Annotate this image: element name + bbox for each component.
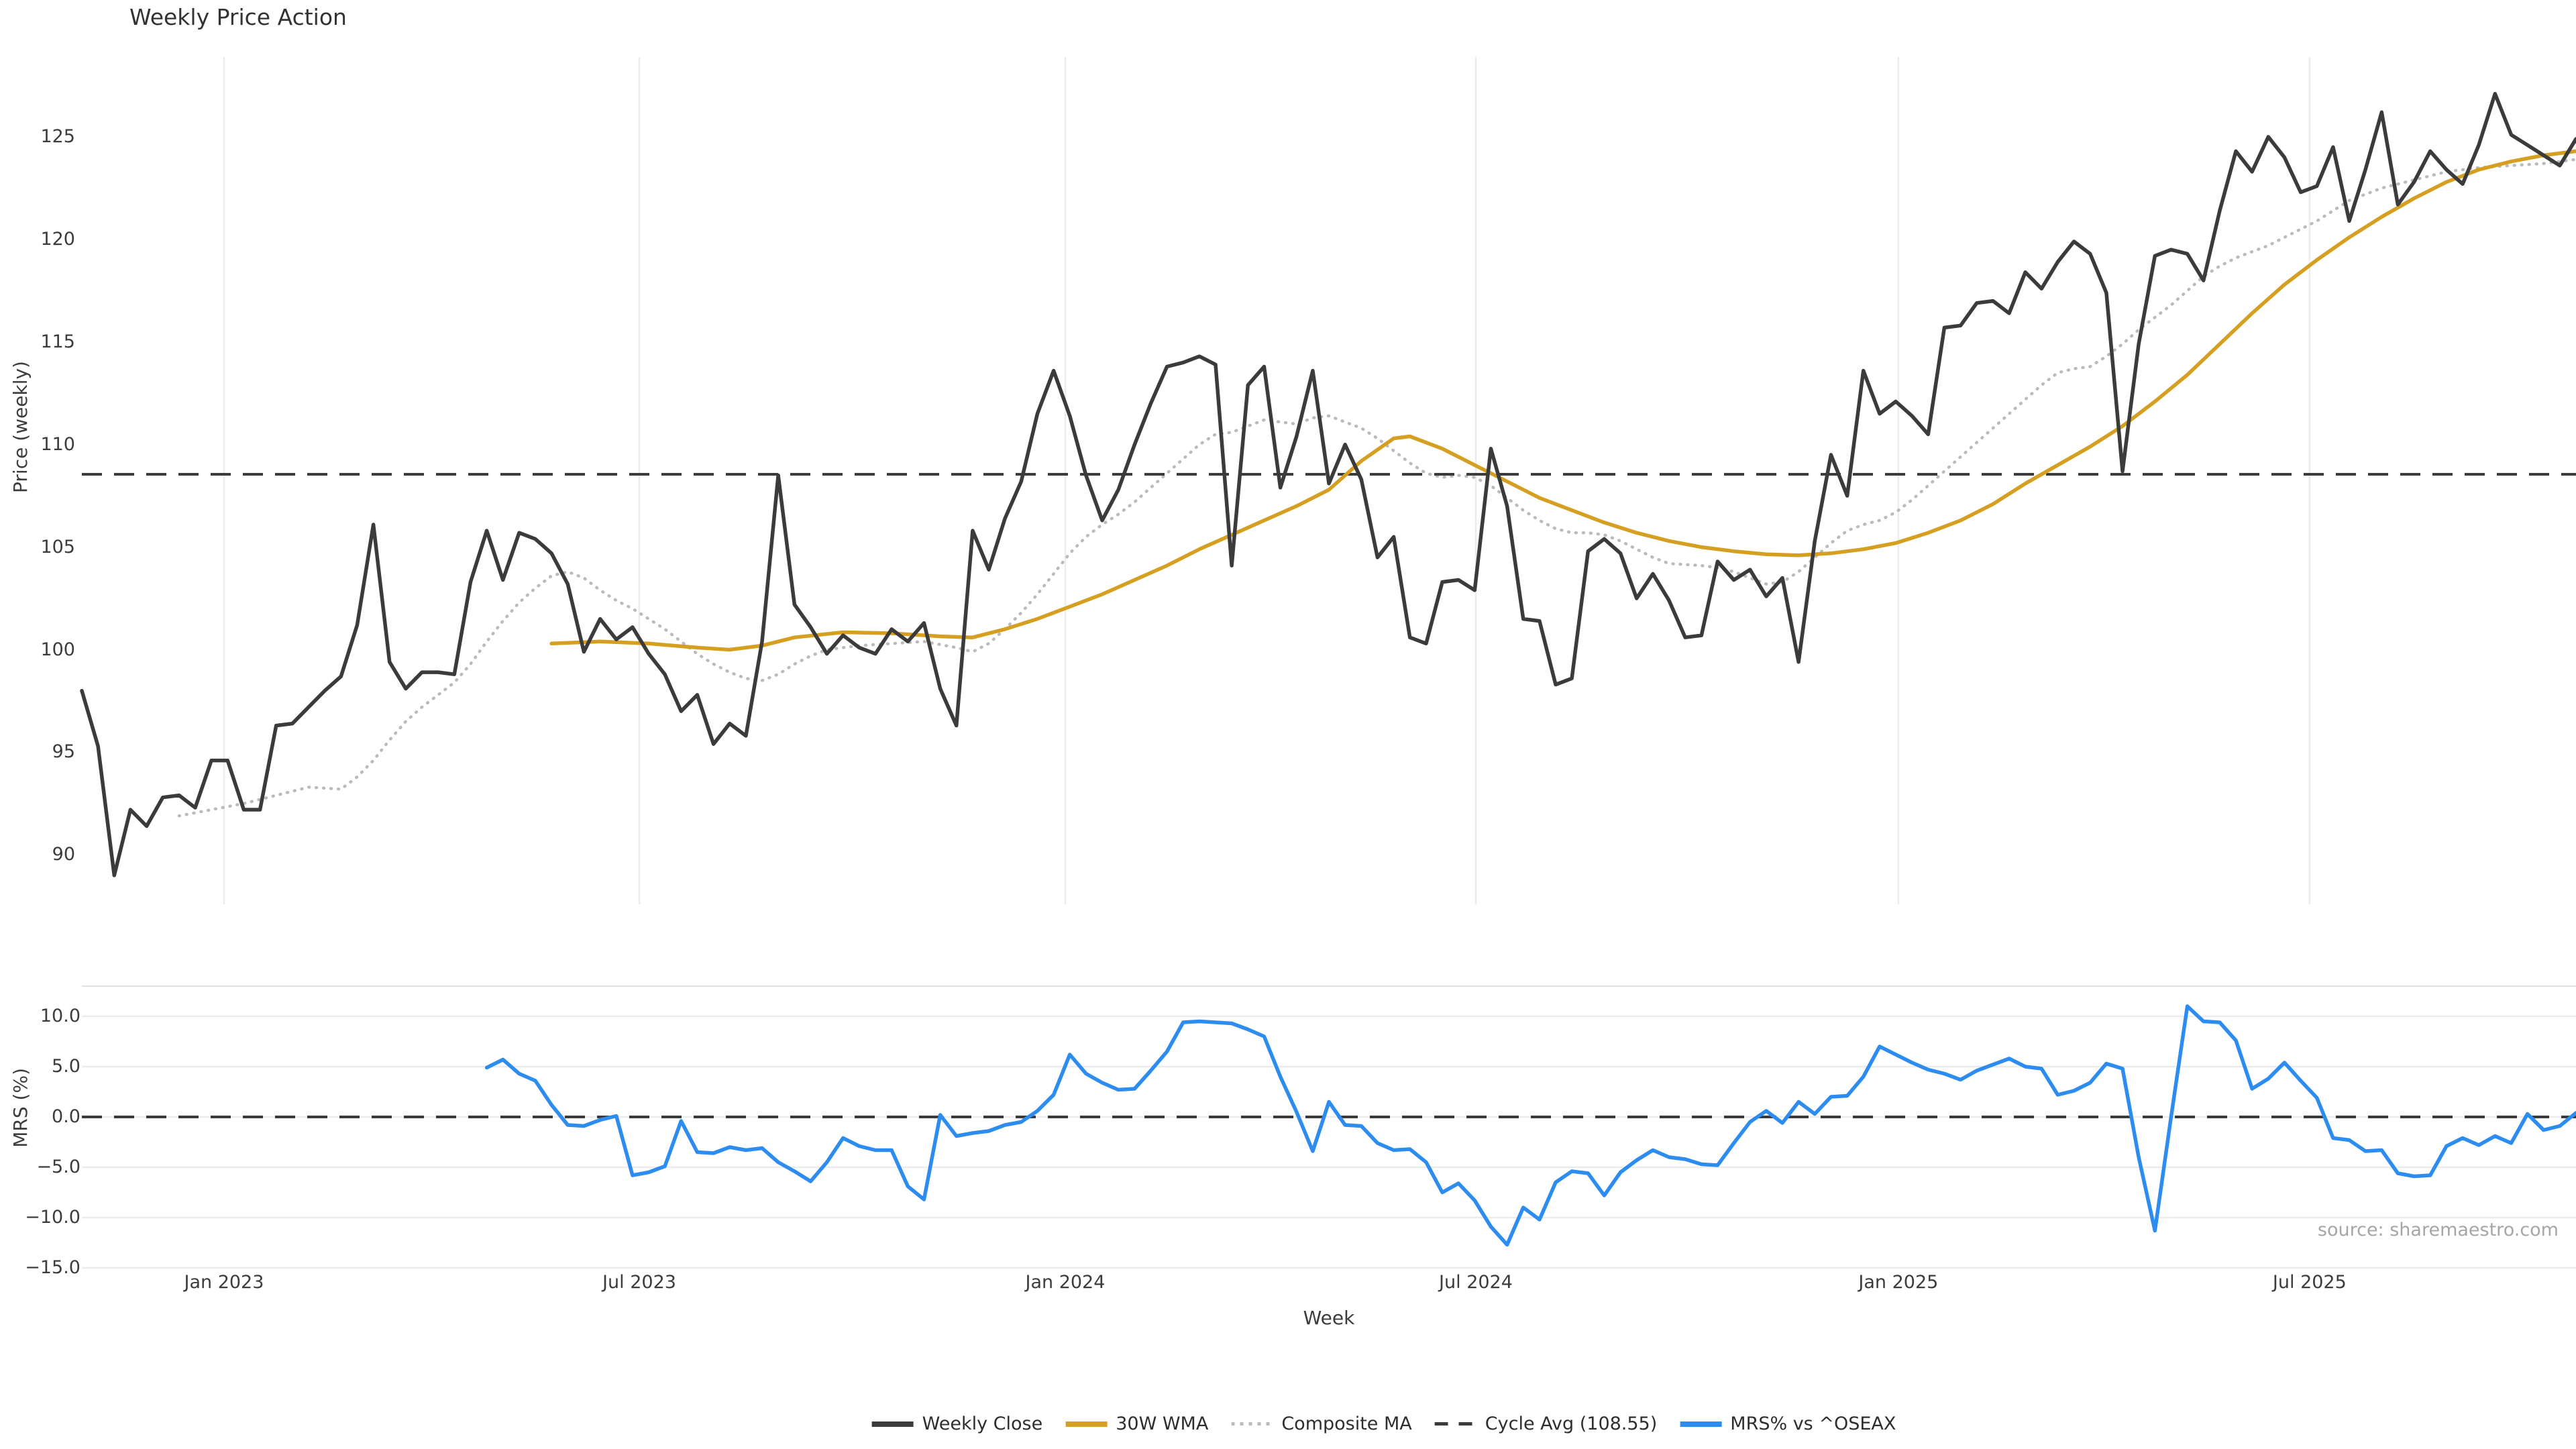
legend-label: Cycle Avg (108.55) [1485, 1413, 1658, 1434]
mrs-ytick-label: −10.0 [25, 1207, 80, 1228]
x-tick-label: Jul 2024 [1439, 1272, 1513, 1293]
price-weekly-close-line [80, 92, 2576, 877]
legend-label: 30W WMA [1116, 1413, 1209, 1434]
x-tick-label: Jan 2023 [184, 1272, 264, 1293]
mrs-ytick-label: 0.0 [52, 1106, 80, 1127]
page-title: Weekly Price Action [129, 4, 347, 30]
legend-item: Cycle Avg (108.55) [1434, 1413, 1658, 1434]
mrs-ytick-label: 5.0 [52, 1056, 80, 1077]
x-tick-label: Jan 2025 [1858, 1272, 1939, 1293]
legend-item: Composite MA [1231, 1413, 1412, 1434]
legend-swatch-solid [871, 1421, 914, 1427]
price-ytick-label: 115 [40, 331, 75, 352]
chart-legend: Weekly Close 30W WMA Composite MA Cycle Avg… [871, 1413, 1896, 1434]
price-ytick-label: 90 [52, 844, 75, 865]
mrs-ytick-label: 10.0 [40, 1006, 80, 1026]
legend-swatch-solid [1065, 1421, 1108, 1427]
legend-item: 30W WMA [1065, 1413, 1208, 1434]
price-ytick-label: 110 [40, 433, 75, 455]
mrs-mrs-vs-oseax-line [484, 1004, 2576, 1247]
legend-item: Weekly Close [871, 1413, 1043, 1434]
x-axis-title: Week [1303, 1307, 1355, 1329]
price-axis-title: Price (weekly) [9, 361, 32, 493]
price-ytick-label: 125 [40, 126, 75, 147]
price-ytick-label: 95 [52, 741, 75, 763]
legend-swatch-solid [1680, 1421, 1722, 1427]
price-ytick-label: 120 [40, 228, 75, 250]
price-composite-ma-line [177, 158, 2576, 818]
x-tick-label: Jul 2023 [602, 1272, 676, 1293]
mrs-ytick-label: −5.0 [36, 1157, 80, 1177]
legend-label: Weekly Close [922, 1413, 1043, 1434]
legend-label: MRS% vs ^OSEAX [1730, 1413, 1896, 1434]
price-ytick-label: 105 [40, 536, 75, 557]
legend-label: Composite MA [1281, 1413, 1412, 1434]
x-tick-label: Jan 2024 [1025, 1272, 1106, 1293]
price-30w-wma-line [549, 149, 2576, 652]
legend-swatch-dotted [1231, 1422, 1273, 1426]
legend-item: MRS% vs ^OSEAX [1680, 1413, 1896, 1434]
x-tick-label: Jul 2025 [2272, 1272, 2347, 1293]
source-note: source: sharemaestro.com [2317, 1220, 2559, 1240]
price-ytick-label: 100 [40, 639, 75, 660]
mrs-ytick-label: −15.0 [25, 1257, 80, 1278]
legend-swatch-dashed [1434, 1422, 1477, 1426]
